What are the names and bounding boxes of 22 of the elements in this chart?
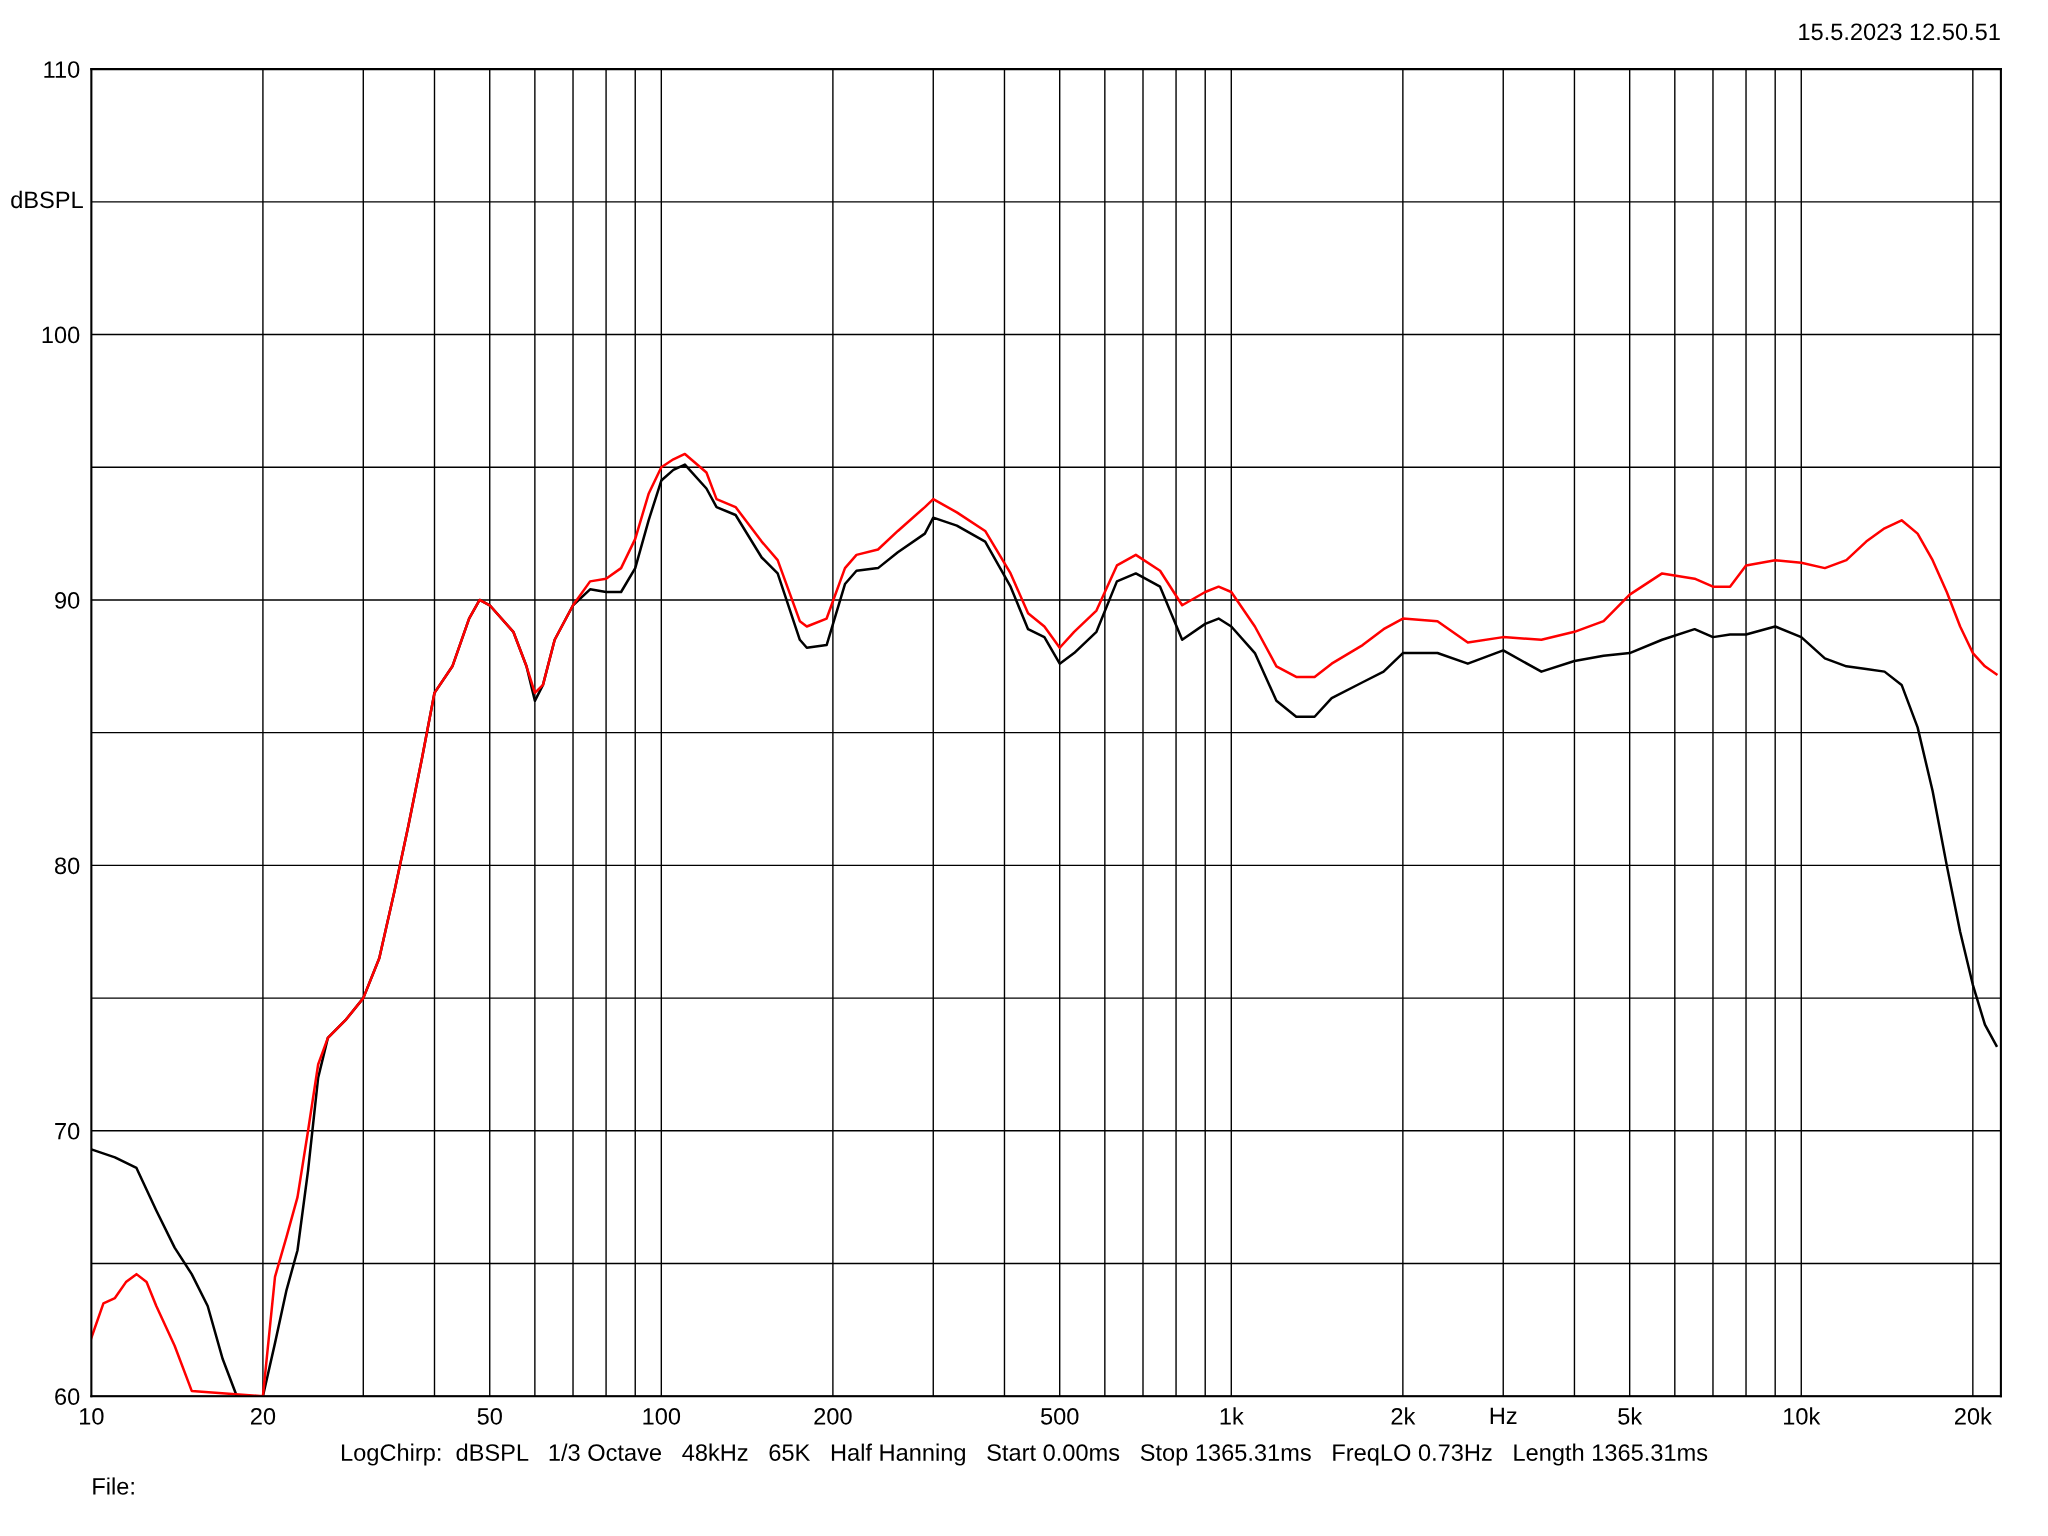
y-tick-label: 60 [55, 1388, 80, 1406]
y-tick-label: 110 [44, 61, 80, 78]
x-tick-label: 1k [1220, 1407, 1244, 1425]
y-tick-label: 90 [55, 592, 80, 609]
x-tick-label: 200 [814, 1407, 852, 1425]
x-axis-title: Hz [1490, 1407, 1517, 1424]
x-tick-label: 2k [1391, 1407, 1416, 1425]
x-tick-label: 500 [1040, 1407, 1079, 1425]
x-tick-label: 20k [1955, 1407, 1992, 1425]
x-tick-label: 20 [250, 1407, 276, 1425]
y-tick-label: 100 [42, 326, 80, 344]
x-tick-label: 50 [477, 1407, 502, 1425]
y-tick-label: 80 [55, 857, 80, 875]
x-tick-label: 100 [643, 1407, 681, 1425]
text: File: [93, 1477, 134, 1495]
y-tick-label: 70 [55, 1122, 80, 1140]
x-tick-label: 5k [1618, 1407, 1643, 1425]
text: 15.5.2023 12.50.51 [1799, 23, 2000, 41]
y-axis-title: dBSPL [11, 190, 83, 209]
x-tick-label: 10k [1784, 1407, 1821, 1425]
x-tick-label: 10 [80, 1407, 104, 1425]
text: LogChirp: dBSPL 1/3 Octave 48kHz 65K Half Hanning Start 0.00ms Stop 1365.31ms FreqLO 0.73Hz Length 1365.31ms [341, 1443, 1708, 1466]
